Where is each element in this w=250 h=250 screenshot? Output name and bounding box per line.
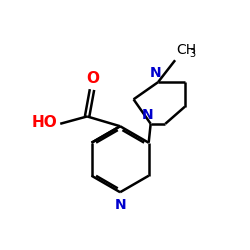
- Text: N: N: [150, 66, 161, 80]
- Text: 3: 3: [189, 49, 195, 59]
- Text: O: O: [87, 71, 100, 86]
- Text: N: N: [114, 198, 126, 212]
- Text: CH: CH: [176, 43, 197, 57]
- Text: N: N: [142, 108, 154, 122]
- Text: HO: HO: [32, 115, 58, 130]
